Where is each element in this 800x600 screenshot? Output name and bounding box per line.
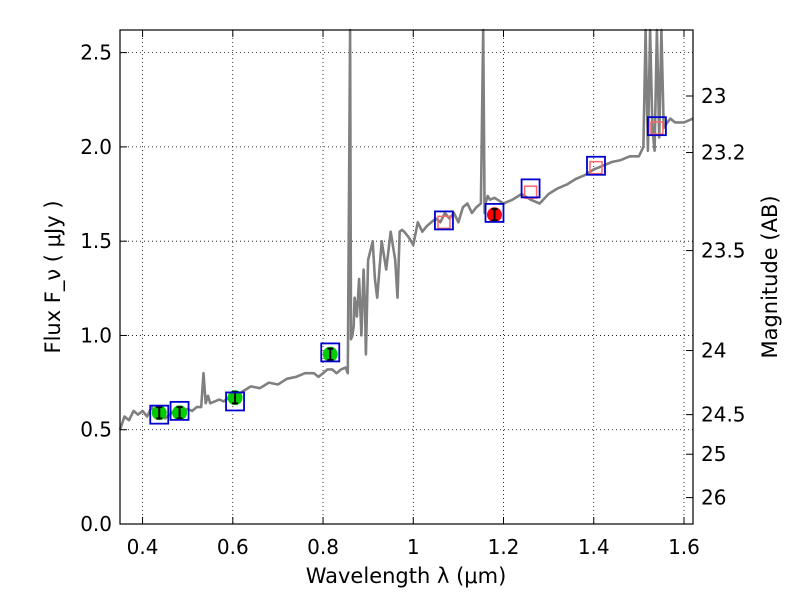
model-photometry-marker [520, 178, 541, 199]
model-photometry-marker [647, 116, 667, 137]
right-tick-label: 23.5 [701, 239, 746, 263]
marker-layer [149, 116, 667, 425]
y-tick-label: 2.5 [80, 41, 112, 65]
upper-limit-marker [589, 160, 603, 175]
plot-frame [119, 29, 694, 525]
x-tick-label: 0.8 [307, 535, 339, 559]
x-tick-label: 1 [407, 535, 420, 559]
right-tick-label: 23.2 [701, 141, 746, 165]
right-tick-label: 25 [701, 442, 726, 466]
model-photometry-marker [320, 342, 341, 363]
x-tick-label: 1.6 [668, 535, 700, 559]
model-photometry-marker [225, 391, 245, 412]
y-tick-label: 2.0 [80, 135, 112, 159]
upper-limit-marker [437, 215, 451, 230]
grid-layer [120, 30, 693, 525]
y-tick-label: 1.0 [80, 323, 112, 347]
series-layer [118, 28, 694, 431]
x-axis-label: Wavelength λ (μm) [306, 564, 507, 588]
y-axis-label: Flux F_ν ( μJy ) [41, 200, 66, 353]
model-photometry-marker [586, 155, 606, 176]
x-tick-label: 0.4 [127, 535, 159, 559]
model-photometry-marker [169, 400, 190, 421]
x-tick-label: 0.6 [217, 535, 249, 559]
model-photometry-marker [434, 210, 454, 231]
upper-limit-marker [650, 121, 664, 135]
right-tick-label: 24.5 [701, 403, 746, 427]
tick-layer: 0.4 0.6 0.8 1 1.2 1.4 1.6 0.0 0.5 1.0 1.5 2.0 2.5 23 2… [80, 30, 746, 559]
y-tick-label: 0.5 [80, 418, 112, 442]
right-tick-label: 24 [701, 339, 726, 363]
y-tick-label: 0.0 [80, 512, 112, 536]
right-tick-label: 23 [701, 84, 726, 108]
y-tick-label: 1.5 [80, 229, 112, 253]
model-photometry-marker [484, 202, 505, 223]
x-tick-label: 1.4 [578, 535, 610, 559]
sed-model-line [118, 28, 694, 431]
x-tick-label: 1.2 [488, 535, 520, 559]
right-tick-label: 26 [701, 486, 726, 510]
y-axis-label-right: Magnitude (AB) [758, 195, 782, 358]
model-photometry-marker [149, 404, 170, 425]
